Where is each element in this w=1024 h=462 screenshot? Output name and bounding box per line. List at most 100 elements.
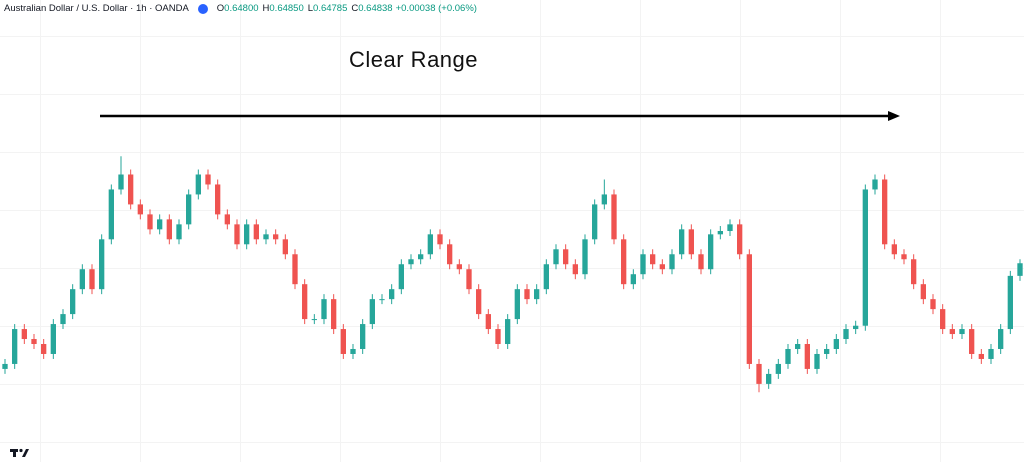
candle-body [350,348,356,354]
ohlc-key: C [351,3,359,14]
candle-body [447,244,453,265]
candle-body [137,204,143,215]
ohlc-value: 0.64850 [269,3,304,14]
candle-body [766,373,772,384]
candle-body [147,214,153,230]
candle-body [292,254,298,285]
candle-body [12,329,18,364]
candle-body [157,219,163,230]
candle-body [398,264,404,290]
candle-body [582,239,588,275]
ohlc-value: 0.64785 [313,3,348,14]
candle-body [601,194,607,205]
candle-body [485,314,491,330]
symbol-header: Australian Dollar / U.S. Dollar · 1h · O… [4,3,477,14]
candle-body [369,299,375,325]
candle-body [630,274,636,285]
candle-body [195,174,201,195]
candle-body [340,329,346,354]
candle-body [321,299,327,320]
candle-body [978,353,984,359]
candle-body [882,179,888,245]
candle-body [650,254,656,265]
candle-body [563,249,569,265]
candle-body [253,224,259,240]
candle-body [843,329,849,340]
candle-body [176,224,182,240]
candle-body [920,284,926,300]
candle-body [688,229,694,255]
candle-body [79,269,85,290]
candle-body [31,339,37,345]
candle-body [1007,275,1013,330]
candle-body [360,324,366,349]
candle-body [311,319,317,321]
candle-body [50,324,56,354]
candle-body [853,325,859,330]
candle-body [737,224,743,255]
ohlc-value: 0.64800 [224,3,259,14]
candle-body [795,344,801,349]
candle-body [41,344,47,354]
candle-body [118,174,124,190]
ohlc-value: 0.64838 [358,3,393,14]
candle-body [466,269,472,290]
ohlc-key: O [216,3,225,14]
candle-body [746,254,752,364]
candle-body [998,329,1004,349]
annotation: Clear Range [349,47,479,72]
status-icon [197,3,208,14]
candle-body [495,329,501,345]
ohlc-item: O0.64800 [217,3,259,14]
candle-body [408,259,414,265]
candle-body [534,289,540,300]
candle-body [727,224,733,231]
candle-body [1017,263,1023,276]
candle-body [988,348,994,359]
candle-body [2,363,8,369]
candle-body [717,231,723,235]
candle-body [775,363,781,374]
candle-body [543,264,549,290]
candle-body [476,289,482,315]
candle-body [901,254,907,260]
candle-body [215,184,221,215]
candle-body [592,204,598,240]
candle-body [166,219,172,240]
candle-body [940,309,946,330]
candle-body [621,239,627,285]
candle-body [930,299,936,310]
candle-body [785,348,791,364]
candle-body [640,254,646,275]
candle-body [911,259,917,285]
candle-body [186,194,192,225]
ohlc-item: L0.64785 [308,3,348,14]
candle-body [282,239,288,255]
ohlc-item: C0.64838 [351,3,392,14]
candle-body [456,264,462,270]
candle-body [244,224,250,245]
candle-body [679,229,685,255]
candle-body [891,244,897,255]
candle-body [379,299,385,301]
candle-body [611,194,617,240]
candle-body [756,363,762,384]
candle-body [60,314,66,325]
ohlc-item: H0.64850 [263,3,304,14]
candle-body [205,174,211,185]
candle-body [21,329,27,340]
candle-body [669,254,675,270]
candle-body [331,299,337,330]
candle-body [224,214,230,225]
candle-body [659,264,665,270]
candle-body [814,353,820,369]
ohlc-key: L [307,3,314,14]
candle-body [389,289,395,300]
candle-body [524,289,530,300]
change: +0.00038 (+0.06%) [395,3,477,14]
candle-body [698,254,704,270]
candle-body [505,319,511,345]
candle-body [514,289,520,320]
